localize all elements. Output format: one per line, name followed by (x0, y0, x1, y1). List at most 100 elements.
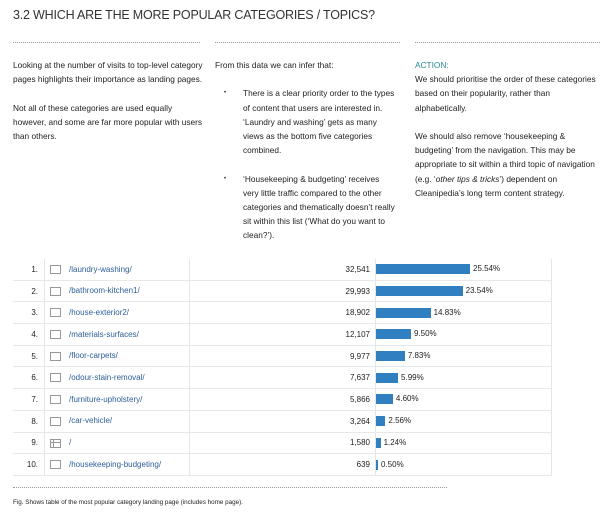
paragraph: Not all of these categories are used equ… (13, 102, 203, 141)
visits: 32,541 (189, 259, 376, 281)
percent-cell: 4.60% (375, 388, 552, 411)
percent-bar (376, 307, 431, 318)
rank: 8. (13, 410, 45, 433)
folder-icon (50, 373, 61, 383)
page-cell: /floor-carpets/ (44, 345, 190, 368)
percent-bar (376, 394, 393, 405)
page-cell: /bathroom-kitchen1/ (44, 280, 190, 303)
visits: 639 (189, 453, 376, 476)
figure-caption: Fig. Shows table of the most popular cat… (13, 499, 243, 506)
percent-cell: 9.50% (375, 323, 552, 346)
divider (215, 42, 400, 43)
page-link[interactable]: /housekeeping-budgeting/ (69, 459, 162, 469)
paragraph: We should also remove ‘housekeeping & bu… (415, 129, 600, 200)
divider (13, 487, 447, 488)
folder-icon (50, 460, 61, 470)
table-row: 7. /furniture-upholstery/ 5,866 4.60% (13, 388, 552, 411)
page-cell: /house-exterior2/ (44, 301, 190, 325)
divider (13, 42, 200, 43)
rank: 9. (13, 432, 45, 455)
visits: 7,637 (189, 366, 376, 390)
percent-cell: 2.56% (375, 410, 552, 433)
page-icon (50, 438, 61, 448)
rank: 7. (13, 388, 45, 411)
page-cell: /materials-surfaces/ (44, 323, 190, 346)
folder-icon (50, 351, 61, 361)
table-row: 2. /bathroom-kitchen1/ 29,993 23.54% (13, 280, 552, 303)
text: ’) dependent on Cleanipedia’s long term … (415, 173, 565, 198)
paragraph: Looking at the number of visits to top-l… (13, 60, 203, 85)
visits: 29,993 (189, 280, 376, 303)
percent-bar (376, 264, 470, 275)
action-heading: ACTION: (415, 60, 449, 70)
folder-icon (50, 265, 61, 275)
percent-label: 23.54% (465, 286, 493, 296)
percent-cell: 23.54% (375, 280, 552, 303)
folder-icon (50, 330, 61, 340)
page-link[interactable]: / (69, 438, 72, 448)
visits: 5,866 (189, 388, 376, 411)
rank: 10. (13, 453, 45, 476)
percent-cell: 5.99% (375, 366, 552, 390)
table-row: 3. /house-exterior2/ 18,902 14.83% (13, 301, 552, 325)
table-row: 6. /odour-stain-removal/ 7,637 5.99% (13, 366, 552, 390)
page-link[interactable]: /materials-surfaces/ (69, 329, 139, 339)
percent-label: 14.83% (433, 307, 461, 317)
landing-pages-table: 1. /laundry-washing/ 32,541 25.54% 2. /ba… (13, 259, 552, 476)
rank: 4. (13, 323, 45, 346)
page-link[interactable]: /car-vehicle/ (69, 416, 113, 426)
visits: 18,902 (189, 301, 376, 325)
action-column: ACTION: We should prioritise the order o… (415, 58, 600, 214)
percent-label: 25.54% (473, 264, 501, 274)
rank: 1. (13, 259, 45, 281)
percent-bar (376, 351, 405, 362)
page-link[interactable]: /furniture-upholstery/ (69, 394, 143, 404)
text-italic: other tips & tricks (435, 173, 500, 184)
rank: 2. (13, 280, 45, 303)
page-link[interactable]: /odour-stain-removal/ (69, 373, 145, 383)
paragraph: From this data we can infer that: (215, 60, 334, 70)
intro-column: Looking at the number of visits to top-l… (13, 58, 203, 157)
rank: 5. (13, 345, 45, 368)
paragraph: We should prioritise the order of these … (415, 74, 596, 113)
percent-label: 2.56% (388, 416, 412, 426)
percent-cell: 25.54% (375, 259, 552, 281)
inference-column: From this data we can infer that: There … (215, 58, 395, 257)
page-link[interactable]: /bathroom-kitchen1/ (69, 286, 140, 296)
table-row: 10. /housekeeping-budgeting/ 639 0.50% (13, 453, 552, 476)
page-link[interactable]: /laundry-washing/ (69, 264, 132, 274)
page-cell: /furniture-upholstery/ (44, 388, 190, 411)
table-row: 8. /car-vehicle/ 3,264 2.56% (13, 410, 552, 433)
divider (415, 42, 600, 43)
page-link[interactable]: /house-exterior2/ (69, 308, 130, 318)
percent-bar (376, 329, 411, 340)
page-cell: / (44, 432, 190, 455)
visits: 3,264 (189, 410, 376, 433)
rank: 6. (13, 366, 45, 390)
percent-bar (376, 437, 381, 448)
folder-icon (50, 308, 61, 318)
percent-label: 0.50% (381, 459, 404, 469)
percent-cell: 0.50% (375, 453, 552, 476)
page-title: 3.2 WHICH ARE THE MORE POPULAR CATEGORIE… (13, 8, 375, 22)
percent-label: 9.50% (413, 329, 437, 339)
percent-cell: 1.24% (375, 432, 552, 455)
percent-bar (376, 286, 463, 297)
rank: 3. (13, 301, 45, 325)
visits: 12,107 (189, 323, 376, 346)
percent-bar (376, 459, 378, 470)
text: We should also remove ‘housekeeping & bu… (415, 131, 595, 184)
table-row: 5. /floor-carpets/ 9,977 7.83% (13, 345, 552, 368)
table-row: 9. / 1,580 1.24% (13, 432, 552, 455)
visits: 9,977 (189, 345, 376, 368)
table-row: 1. /laundry-washing/ 32,541 25.54% (13, 259, 552, 281)
page-link[interactable]: /floor-carpets/ (69, 351, 118, 361)
page-cell: /housekeeping-budgeting/ (44, 453, 190, 476)
folder-icon (50, 416, 61, 426)
folder-icon (50, 286, 61, 296)
percent-label: 5.99% (401, 372, 424, 382)
visits: 1,580 (189, 432, 376, 455)
bullet-item: ‘Housekeeping & budgeting’ receives very… (215, 172, 395, 243)
page-cell: /laundry-washing/ (44, 259, 190, 281)
percent-label: 7.83% (407, 351, 431, 361)
